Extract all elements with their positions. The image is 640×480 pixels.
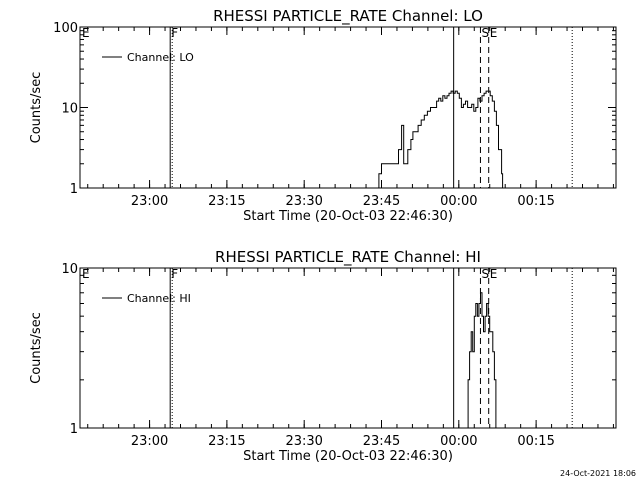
y-tick-label: 10 <box>61 102 78 117</box>
x-tick-label: 00:15 <box>517 194 554 209</box>
series-line-0 <box>466 292 497 429</box>
marker-label: E <box>82 267 90 281</box>
marker-label: S <box>481 26 489 40</box>
x-tick-label: 23:15 <box>208 434 245 449</box>
y-axis-label: Counts/sec <box>29 312 44 384</box>
marker-label: E <box>82 26 90 40</box>
generation-timestamp: 24-Oct-2021 18:06 <box>560 469 636 478</box>
plot-frame <box>79 267 617 429</box>
y-axis-label: Counts/sec <box>29 72 44 144</box>
x-tick-label: 23:45 <box>363 434 400 449</box>
x-tick-label: 00:15 <box>517 434 554 449</box>
y-tick-label: 100 <box>53 21 78 36</box>
chart-title: RHESSI PARTICLE_RATE Channel: HI <box>215 248 481 267</box>
y-tick-label: 10 <box>61 262 78 277</box>
x-tick-label: 23:30 <box>285 434 322 449</box>
marker-label: F <box>171 26 178 40</box>
chart-title: RHESSI PARTICLE_RATE Channel: LO <box>213 7 483 26</box>
x-tick-label: 23:00 <box>131 434 168 449</box>
marker-label: E <box>490 26 498 40</box>
y-tick-label: 1 <box>70 182 78 197</box>
marker-label: S <box>481 267 489 281</box>
x-tick-label: 23:15 <box>208 194 245 209</box>
x-axis-label: Start Time (20-Oct-03 22:46:30) <box>243 449 453 464</box>
panel-lo-channel: RHESSI PARTICLE_RATE Channel: LO 1 10 100 Co… <box>29 7 617 224</box>
legend-label: Channel: LO <box>127 51 194 64</box>
legend-label: Channel: HI <box>127 292 191 305</box>
series-line-0 <box>376 90 504 189</box>
marker-label: F <box>171 267 178 281</box>
panel-hi-channel: RHESSI PARTICLE_RATE Channel: HI 1 10 Count… <box>29 248 617 464</box>
marker-label: E <box>490 267 498 281</box>
y-tick-label: 1 <box>70 422 78 437</box>
x-tick-label: 00:00 <box>440 194 477 209</box>
x-tick-label: 23:00 <box>131 194 168 209</box>
x-tick-label: 00:00 <box>440 434 477 449</box>
x-axis-label: Start Time (20-Oct-03 22:46:30) <box>243 209 453 224</box>
x-tick-label: 23:30 <box>285 194 322 209</box>
x-tick-label: 23:45 <box>363 194 400 209</box>
